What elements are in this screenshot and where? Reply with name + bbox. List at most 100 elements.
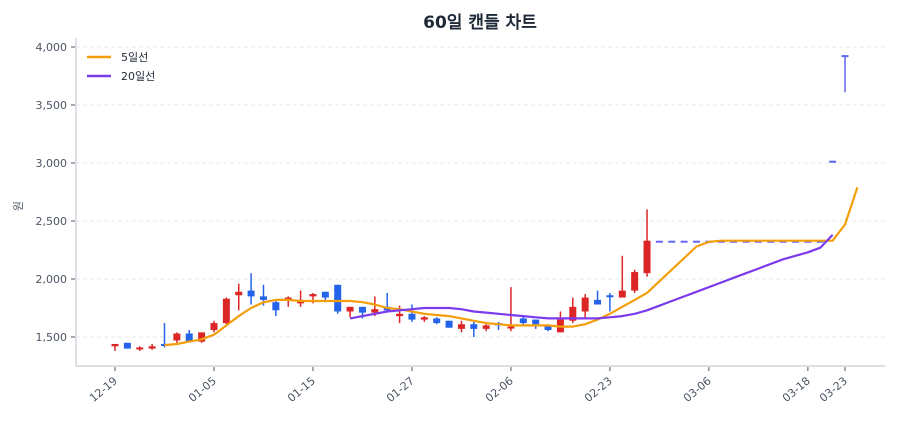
candle xyxy=(235,283,243,311)
candle xyxy=(668,240,676,243)
candle xyxy=(829,160,837,163)
x-tick-label: 03-23 xyxy=(817,374,850,405)
candle-body xyxy=(519,318,527,324)
candle xyxy=(185,330,193,342)
candle-body xyxy=(272,302,280,311)
candle-body xyxy=(569,306,577,321)
candle-body xyxy=(396,313,404,317)
candle xyxy=(297,290,305,307)
legend-label-ma20: 20일선 xyxy=(121,69,155,83)
y-tick-label: 1,500 xyxy=(36,331,68,344)
candle-body xyxy=(507,326,515,329)
candle-body xyxy=(136,347,144,350)
candle xyxy=(420,316,428,322)
candle xyxy=(618,255,626,298)
candle xyxy=(222,297,230,325)
candle xyxy=(680,240,688,243)
x-tick-label: 01-27 xyxy=(384,374,417,405)
candle-body xyxy=(829,160,837,163)
legend: 5일선 20일선 xyxy=(87,50,155,83)
candle-body xyxy=(371,309,379,313)
x-tick-label: 02-06 xyxy=(483,374,516,405)
candle-body xyxy=(457,324,465,329)
candle xyxy=(334,284,342,314)
candle-body xyxy=(358,306,366,313)
candle xyxy=(631,269,639,293)
candle-body xyxy=(247,290,255,297)
x-tick-label: 03-06 xyxy=(681,374,714,405)
candle-body xyxy=(235,291,243,296)
candle-body xyxy=(606,295,614,298)
candles xyxy=(111,55,849,351)
candle xyxy=(556,311,564,333)
candle xyxy=(507,287,515,332)
candle xyxy=(210,320,218,333)
candle-body xyxy=(111,343,119,347)
candle-body xyxy=(445,320,453,328)
candle xyxy=(457,320,465,333)
candle-body xyxy=(693,240,701,243)
candle-body xyxy=(173,333,181,341)
candle-body xyxy=(433,318,441,324)
candle xyxy=(482,324,490,332)
ma5-line xyxy=(164,187,859,347)
x-tick-label: 12-19 xyxy=(87,374,120,405)
candle xyxy=(247,273,255,305)
moving-averages xyxy=(164,187,859,347)
candle xyxy=(346,306,354,318)
candle-body xyxy=(321,291,329,298)
candle xyxy=(606,292,614,312)
candle xyxy=(284,296,292,307)
y-tick-label: 4,000 xyxy=(36,41,68,54)
x-tick-label: 01-15 xyxy=(285,374,318,405)
candle xyxy=(123,342,131,349)
x-tick-label: 03-18 xyxy=(780,374,813,405)
y-tick-label: 3,500 xyxy=(36,99,68,112)
ma20-line xyxy=(349,234,834,320)
candle xyxy=(173,332,181,343)
candle xyxy=(655,240,663,243)
legend-item-ma5[interactable]: 5일선 xyxy=(87,50,148,64)
candle-body xyxy=(284,297,292,300)
candle xyxy=(581,294,589,319)
y-axis-label: 원 xyxy=(12,201,25,211)
y-tick-label: 2,000 xyxy=(36,273,68,286)
candle-body xyxy=(668,240,676,243)
candle xyxy=(519,316,527,326)
x-tick-label: 02-23 xyxy=(582,374,615,405)
candle-body xyxy=(581,297,589,312)
candle-body xyxy=(346,306,354,312)
candle xyxy=(594,290,602,305)
candle xyxy=(136,346,144,351)
candle-body xyxy=(594,299,602,305)
gridlines xyxy=(76,46,885,338)
candle-body xyxy=(148,346,156,349)
y-tick-label: 2,500 xyxy=(36,215,68,228)
candle-body xyxy=(655,240,663,243)
legend-item-ma20[interactable]: 20일선 xyxy=(87,69,155,83)
candle-body xyxy=(532,319,540,325)
candle xyxy=(532,319,540,329)
candle-body xyxy=(198,332,206,342)
candle-body xyxy=(841,55,849,58)
candle-body xyxy=(408,313,416,320)
candle xyxy=(408,304,416,322)
candle-body xyxy=(334,284,342,312)
candle-body xyxy=(618,290,626,298)
candle-body xyxy=(185,333,193,342)
candle-body xyxy=(420,317,428,320)
candle-body xyxy=(222,298,230,324)
x-tick-label: 01-05 xyxy=(186,374,219,405)
candle xyxy=(470,321,478,337)
candle-body xyxy=(259,296,267,300)
candle xyxy=(841,55,849,93)
candle xyxy=(643,209,651,277)
candle xyxy=(111,343,119,351)
candle xyxy=(445,320,453,328)
candle xyxy=(693,240,701,243)
candle xyxy=(198,332,206,343)
legend-label-ma5: 5일선 xyxy=(121,50,148,64)
candle-body xyxy=(309,294,317,297)
